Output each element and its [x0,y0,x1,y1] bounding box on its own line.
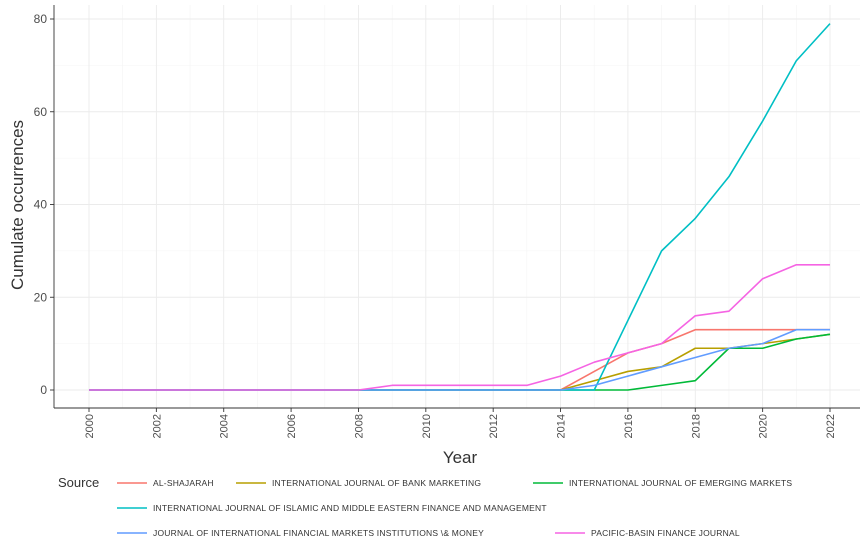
x-tick-label: 2004 [219,414,231,438]
x-tick-label: 2010 [421,414,433,438]
y-tick-label: 80 [34,12,48,26]
legend-label-5: JOURNAL OF INTERNATIONAL FINANCIAL MARKE… [153,528,484,538]
legend-label-4: INTERNATIONAL JOURNAL OF ISLAMIC AND MID… [153,503,547,513]
x-tick-labels: 2000 2002 2004 2006 2008 2010 2012 2014 2016 2018… [84,414,837,438]
x-tick-label: 2022 [825,414,837,438]
x-tick-label: 2014 [556,414,568,438]
x-tick-label: 2016 [623,414,635,438]
y-tick-label: 40 [34,198,48,212]
series-lines [89,23,831,391]
x-tick-label: 2008 [353,414,365,438]
series-line-6 [89,263,830,391]
y-tick-label: 0 [40,383,47,397]
legend-label-2: INTERNATIONAL JOURNAL OF BANK MARKETING [272,478,481,488]
x-tick-label: 2020 [758,414,770,438]
x-tick-label: 2002 [151,414,163,438]
x-tick-label: 2000 [84,414,96,438]
legend-label-1: AL-SHAJARAH [153,478,214,488]
legend-title: Source [58,475,99,490]
legend-label-6: PACIFIC-BASIN FINANCE JOURNAL [591,528,740,538]
y-tick-labels: 0 20 40 60 80 [34,12,48,397]
y-tick-label: 20 [34,290,48,304]
y-tick-label: 60 [34,105,48,119]
legend: Source AL-SHAJARAH INTERNATIONAL JOURNAL … [58,475,792,538]
x-axis-title: Year [443,448,478,467]
x-tick-label: 2006 [286,414,298,438]
legend-label-3: INTERNATIONAL JOURNAL OF EMERGING MARKET… [569,478,792,488]
axes [50,5,860,412]
x-tick-label: 2018 [690,414,702,438]
grid [54,5,860,408]
x-tick-label: 2012 [488,414,500,438]
y-axis-title: Cumulate occurrences [8,120,27,290]
